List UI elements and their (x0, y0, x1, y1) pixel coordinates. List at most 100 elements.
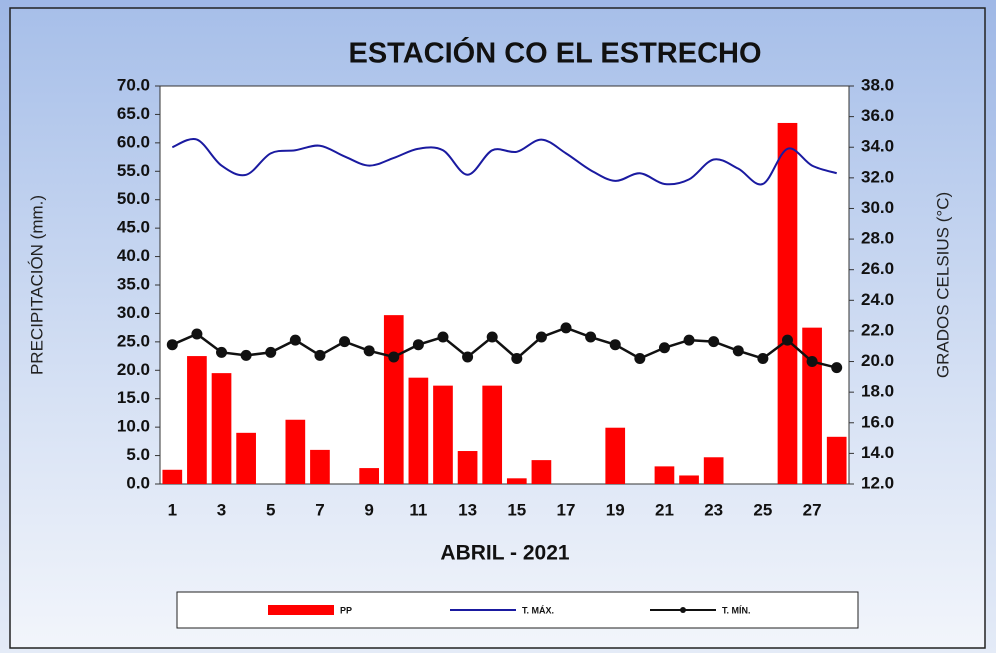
y-tick-label: 5.0 (126, 445, 150, 464)
x-axis-label: ABRIL - 2021 (440, 542, 569, 565)
y2-tick-label: 22.0 (861, 320, 894, 339)
bar (531, 460, 552, 484)
bar (236, 432, 256, 484)
y2-tick-label: 12.0 (861, 473, 894, 492)
point (240, 349, 252, 361)
point (683, 334, 695, 346)
bar (162, 469, 183, 484)
y2-tick-label: 24.0 (861, 290, 894, 309)
y-tick-label: 55.0 (117, 161, 150, 180)
legend-swatch (268, 605, 334, 615)
y2-tick-label: 32.0 (861, 167, 894, 186)
y2-tick-label: 28.0 (861, 229, 894, 248)
bar (359, 468, 380, 484)
point (412, 339, 424, 351)
point (732, 345, 744, 357)
legend-label: PP (340, 605, 352, 615)
point (831, 362, 843, 374)
plot-area (159, 85, 850, 485)
y2-tick-label: 30.0 (861, 198, 894, 217)
y-tick-label: 20.0 (117, 360, 150, 379)
bar (703, 457, 724, 484)
y-tick-label: 45.0 (117, 218, 150, 237)
point (191, 328, 203, 340)
x-tick-label: 3 (217, 500, 226, 519)
y2-tick-label: 36.0 (861, 106, 894, 125)
bar (482, 385, 503, 484)
y2-tick-label: 18.0 (861, 382, 894, 401)
y-tick-label: 30.0 (117, 303, 150, 322)
bar (408, 377, 429, 484)
x-tick-label: 21 (655, 500, 674, 519)
point (560, 322, 572, 334)
point (314, 349, 326, 361)
point (265, 346, 277, 358)
y-tick-label: 35.0 (117, 274, 150, 293)
legend-label: T. MÍN. (722, 605, 751, 615)
y-tick-label: 70.0 (117, 75, 150, 94)
y-tick-label: 40.0 (117, 246, 150, 265)
point (339, 336, 351, 348)
y2-axis-label: GRADOS CELSIUS (°C) (933, 192, 952, 378)
bar (654, 466, 675, 484)
x-tick-label: 5 (266, 500, 275, 519)
x-tick-label: 15 (507, 500, 526, 519)
bar (457, 451, 478, 484)
chart-title: ESTACIÓN CO EL ESTRECHO (348, 36, 761, 70)
line (171, 137, 837, 186)
bar (383, 315, 404, 484)
y2-tick-label: 14.0 (861, 443, 894, 462)
y-axis-label: PRECIPITACIÓN (mm.) (27, 195, 46, 375)
bar (211, 373, 232, 484)
bar (777, 122, 798, 484)
x-tick-label: 27 (803, 500, 822, 519)
y2-tick-label: 26.0 (861, 259, 894, 278)
point (535, 331, 547, 343)
point (486, 331, 498, 343)
bar (433, 385, 453, 484)
x-tick-label: 11 (409, 500, 427, 519)
y2-tick-label: 16.0 (861, 412, 894, 431)
y2-tick-label: 38.0 (861, 75, 894, 94)
x-tick-label: 9 (364, 500, 373, 519)
x-tick-label: 25 (753, 500, 772, 519)
point (388, 351, 400, 363)
bar (826, 436, 847, 484)
bar (605, 427, 626, 484)
bar (187, 356, 207, 484)
point (781, 334, 793, 346)
point (658, 342, 670, 354)
y-tick-label: 15.0 (117, 388, 150, 407)
bar (679, 475, 699, 484)
y2-tick-label: 20.0 (861, 351, 894, 370)
point (511, 352, 523, 364)
bar (506, 478, 527, 484)
y-tick-label: 50.0 (117, 189, 150, 208)
bar (285, 419, 306, 484)
legend-marker (680, 607, 686, 613)
x-tick-label: 17 (557, 500, 576, 519)
point (216, 346, 228, 358)
point (708, 336, 720, 348)
point (609, 339, 621, 351)
point (437, 331, 449, 343)
y-tick-label: 60.0 (117, 132, 150, 151)
y-tick-label: 25.0 (117, 331, 150, 350)
bar (310, 449, 330, 484)
legend-label: T. MÁX. (522, 605, 554, 615)
point (806, 356, 818, 368)
x-tick-label: 1 (168, 500, 177, 519)
x-tick-label: 13 (458, 500, 477, 519)
line (171, 326, 837, 369)
point (363, 345, 375, 357)
x-tick-label: 7 (315, 500, 324, 519)
point (634, 352, 646, 364)
y-tick-label: 0.0 (126, 473, 150, 492)
y2-tick-label: 34.0 (861, 137, 894, 156)
y-tick-label: 65.0 (117, 104, 150, 123)
point (462, 351, 474, 363)
point (585, 331, 597, 343)
x-tick-label: 23 (704, 500, 723, 519)
point (289, 334, 301, 346)
